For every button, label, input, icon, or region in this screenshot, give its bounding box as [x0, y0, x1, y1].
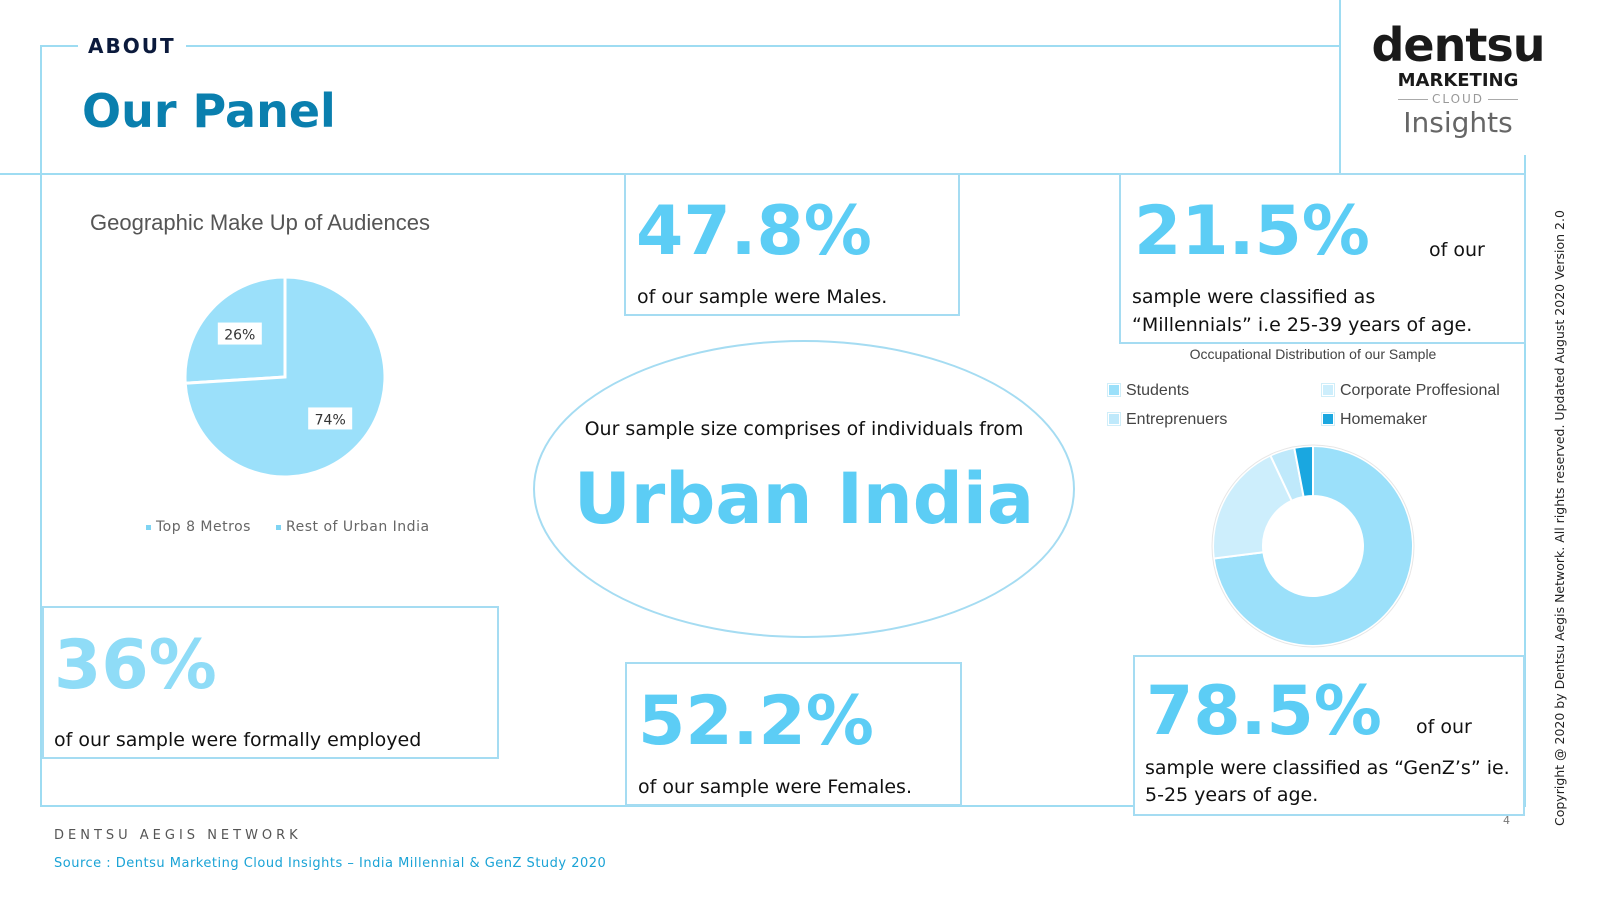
stat-males-value: 47.8% — [636, 192, 872, 271]
donut-slice-students — [1212, 444, 1414, 647]
urban-intro-text: Our sample size comprises of individuals… — [584, 418, 1024, 440]
donut-outline — [1211, 444, 1415, 648]
section-label: ABOUT — [78, 34, 186, 58]
stat-employed-text: of our sample were formally employed — [54, 729, 422, 751]
svg-text:74%: 74% — [315, 412, 346, 428]
stat-females-text: of our sample were Females. — [638, 776, 912, 798]
geo-chart-title: Geographic Make Up of Audiences — [90, 210, 430, 235]
stat-males-text: of our sample were Males. — [637, 286, 888, 308]
legend-swatch — [1107, 412, 1121, 426]
frame-top-line — [40, 45, 1340, 47]
copyright-notice: Copyright @ 2020 by Dentsu Aegis Network… — [1552, 210, 1567, 826]
stat-box-males — [624, 173, 960, 316]
frame-bottom-line — [40, 805, 1526, 807]
stat-box-millennials — [1119, 173, 1526, 344]
stat-genz-value: 78.5% — [1146, 672, 1382, 751]
occ-legend-corporate: Corporate Proffesional — [1321, 382, 1500, 400]
logo-cloud: CLOUD — [1368, 92, 1548, 106]
stat-box-genz — [1133, 655, 1525, 816]
stat-millennials-line2: “Millennials” i.e 25-39 years of age. — [1132, 314, 1473, 336]
dentsu-logo: dentsu MARKETING CLOUD Insights — [1368, 20, 1548, 150]
legend-swatch — [1321, 412, 1335, 426]
urban-headline: Urban India — [573, 458, 1035, 540]
stat-employed-value: 36% — [54, 626, 217, 705]
pie-data-label: 74% — [308, 407, 353, 430]
pie-data-label: 26% — [217, 322, 262, 345]
occ-legend-entrepreneurs: Entreprenuers — [1107, 411, 1227, 429]
footer-source: Source : Dentsu Marketing Cloud Insights… — [54, 856, 607, 871]
legend-swatch — [146, 524, 151, 530]
geo-legend-item-rest: Rest of Urban India — [276, 519, 430, 535]
stat-box-employed — [42, 606, 499, 759]
svg-text:26%: 26% — [224, 328, 255, 344]
occupation-chart-title: Occupational Distribution of our Sample — [1189, 346, 1437, 362]
stat-millennials-value: 21.5% — [1134, 192, 1370, 271]
stat-millennials-suffix: of our — [1429, 239, 1485, 261]
urban-india-oval — [533, 340, 1075, 638]
frame-left-line — [40, 45, 42, 807]
legend-swatch — [276, 524, 281, 530]
frame-right-line — [1524, 155, 1526, 807]
geo-pie-chart: 26% 74% — [183, 275, 387, 479]
donut-slice-corporate-proffesional — [1212, 454, 1294, 560]
stat-females-value: 52.2% — [638, 682, 874, 761]
logo-wordmark: dentsu — [1371, 18, 1546, 72]
stat-box-females — [625, 662, 962, 806]
occ-legend-homemaker: Homemaker — [1321, 411, 1427, 429]
legend-swatch — [1321, 383, 1335, 397]
logo-insights: Insights — [1403, 106, 1513, 139]
occupation-donut-chart — [1211, 444, 1415, 648]
stat-genz-line2: 5-25 years of age. — [1145, 784, 1319, 806]
legend-swatch — [1107, 383, 1121, 397]
frame-logo-left-line — [1339, 0, 1341, 175]
stat-genz-line1: sample were classified as “GenZ’s” ie. — [1145, 757, 1510, 779]
footer-network: DENTSU AEGIS NETWORK — [54, 828, 302, 843]
page-number: 4 — [1503, 814, 1510, 827]
donut-slice-homemaker — [1293, 444, 1314, 499]
stat-genz-suffix: of our — [1416, 716, 1472, 738]
logo-marketing: MARKETING — [1397, 70, 1519, 91]
geo-legend-item-metros: Top 8 Metros — [146, 519, 251, 535]
page-title: Our Panel — [82, 84, 336, 138]
occ-legend-students: Students — [1107, 382, 1189, 400]
stat-millennials-line1: sample were classified as — [1132, 286, 1376, 308]
